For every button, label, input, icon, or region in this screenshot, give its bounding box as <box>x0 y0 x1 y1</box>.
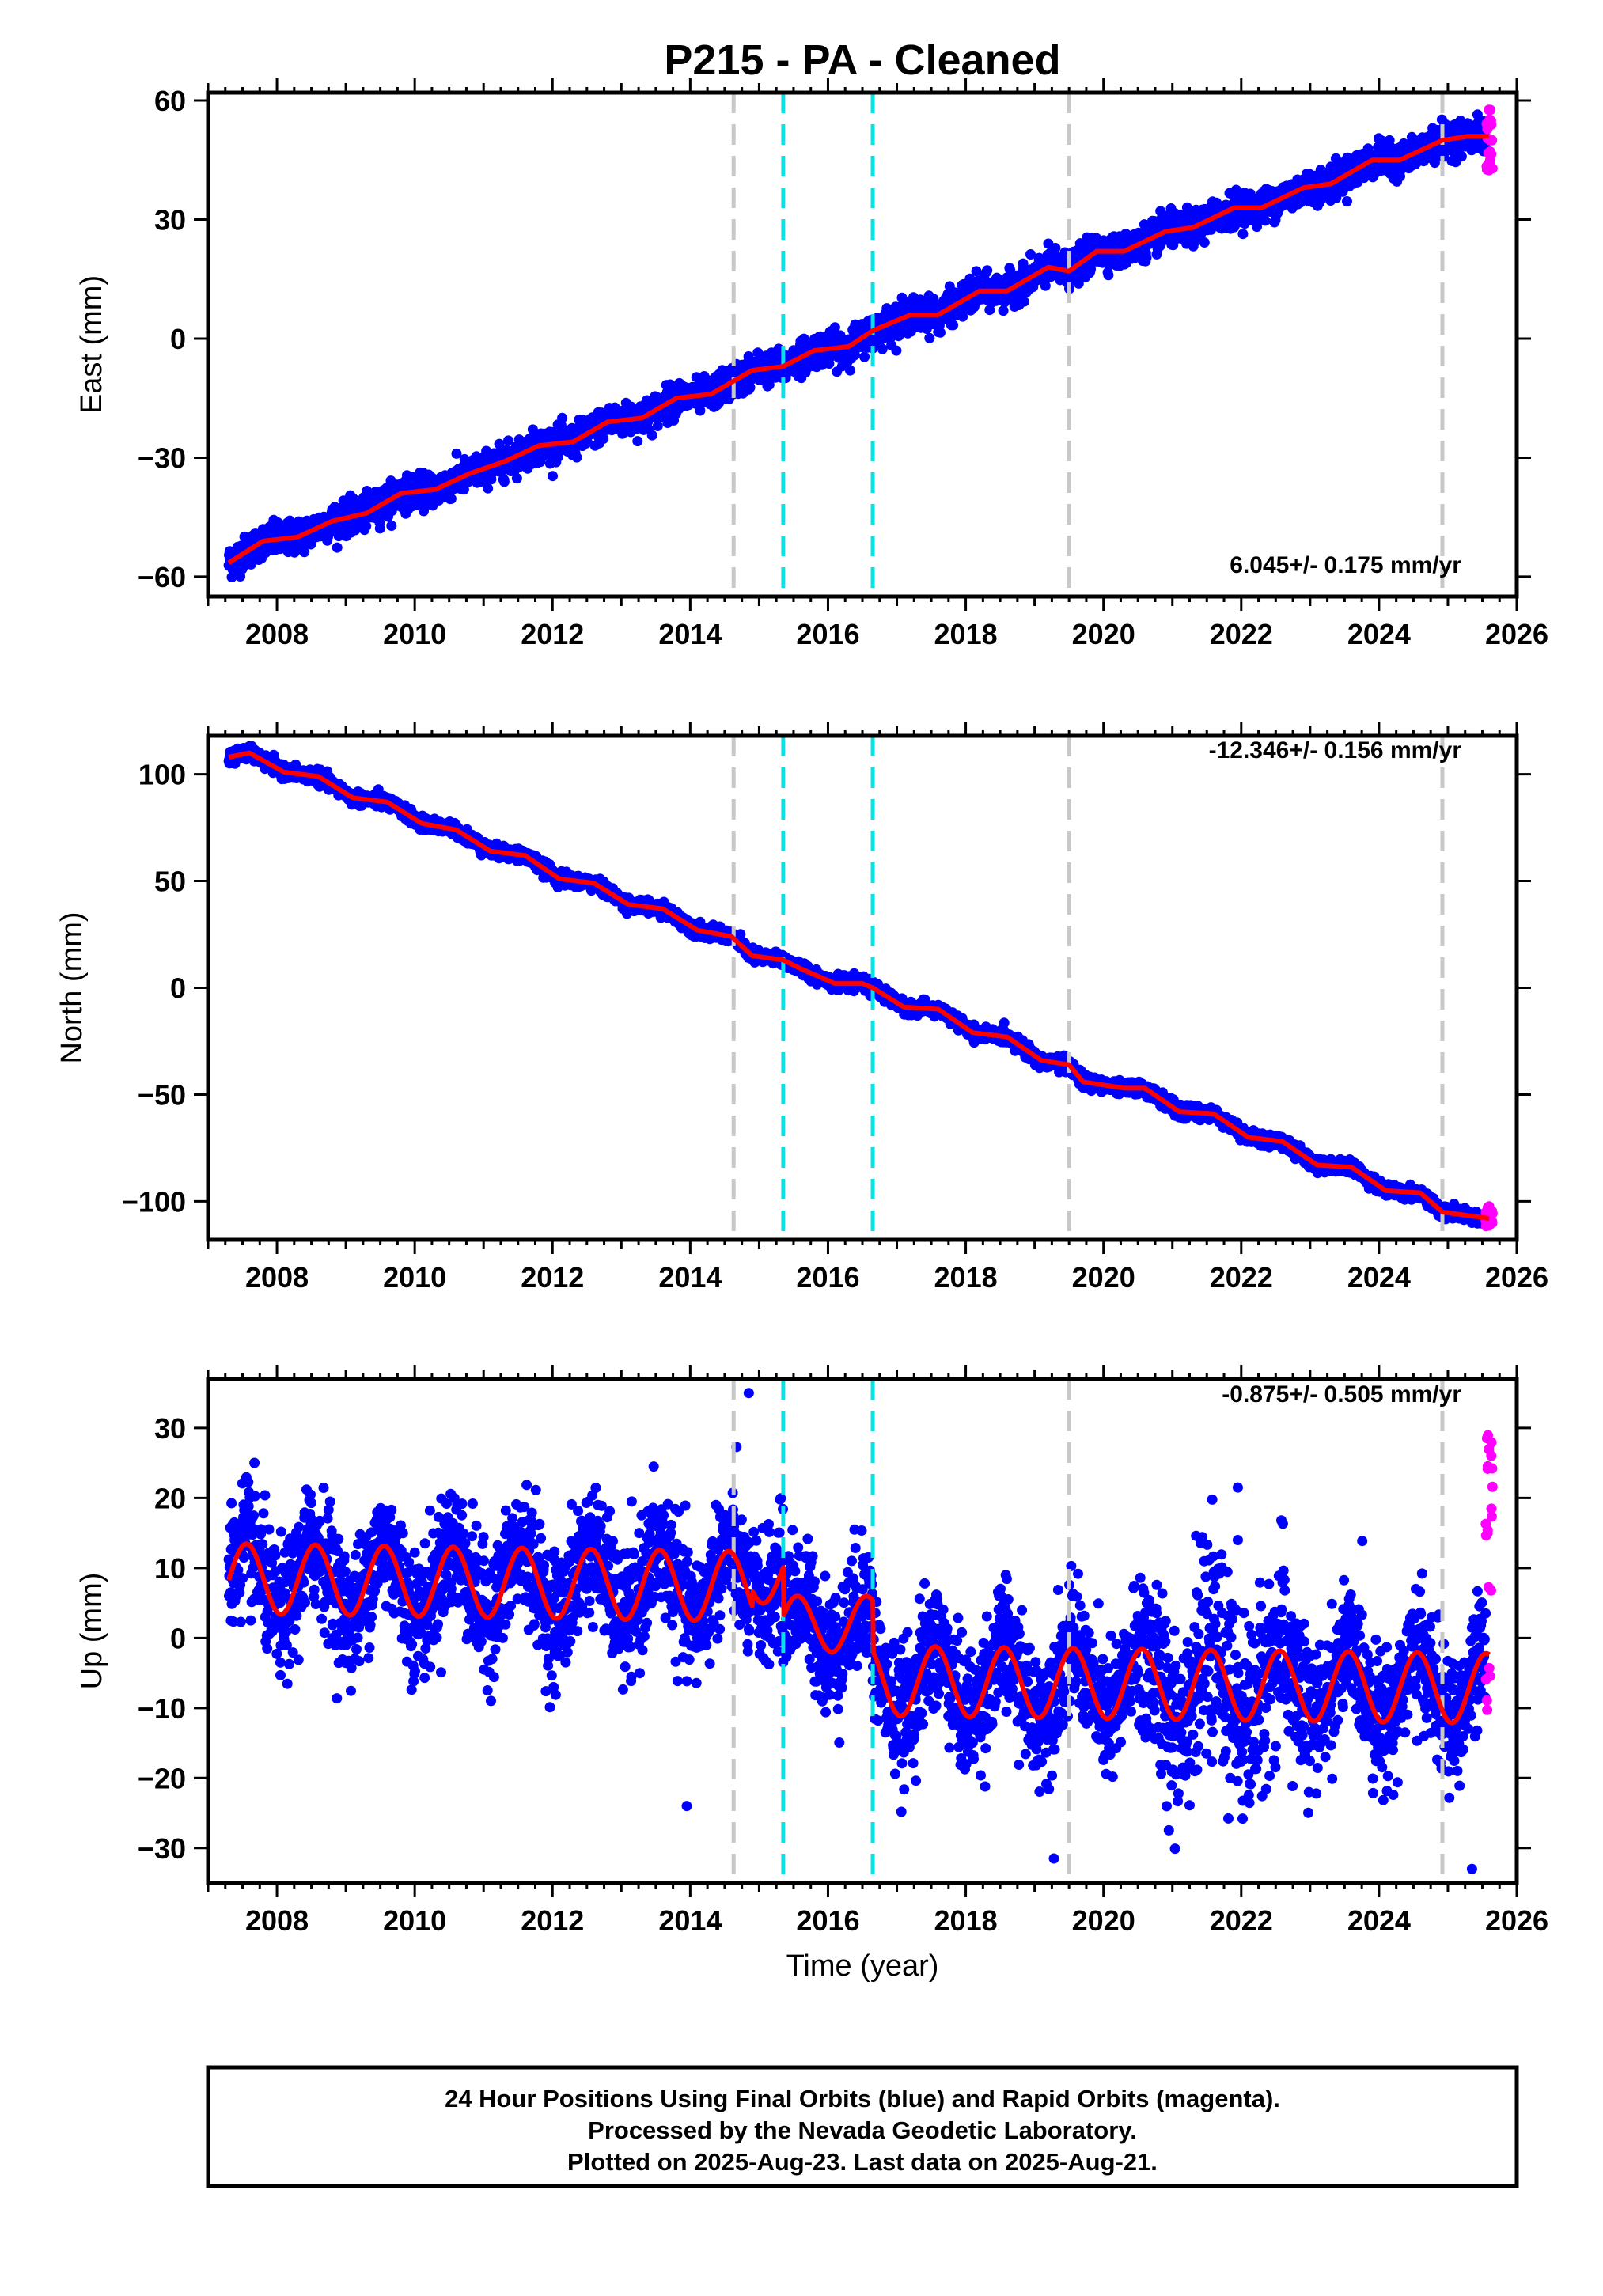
x-tick-label: 2020 <box>1072 618 1135 650</box>
data-point <box>571 452 582 463</box>
data-point <box>859 351 870 362</box>
x-tick-label: 2014 <box>658 618 722 650</box>
rapid-point <box>1485 104 1496 116</box>
data-point <box>924 332 935 343</box>
x-tick-label: 2024 <box>1347 618 1411 650</box>
data-point <box>877 343 888 354</box>
x-tick-label: 2026 <box>1485 618 1548 650</box>
data-point <box>1018 258 1029 269</box>
x-tick-label: 2022 <box>1210 618 1273 650</box>
data-point <box>695 405 706 416</box>
data-point <box>598 434 609 444</box>
data-point <box>948 320 959 331</box>
data-point <box>1086 263 1096 275</box>
data-point <box>998 305 1009 316</box>
rapid-orbit-points <box>1481 104 1498 176</box>
y-axis: 60 30 0 −30 −60 <box>138 85 1531 593</box>
chart-title: P215 - PA - Cleaned <box>664 36 1060 84</box>
data-point <box>935 327 946 338</box>
data-point <box>557 412 568 423</box>
plot-area <box>223 93 1498 597</box>
data-point <box>652 421 663 431</box>
data-point <box>764 379 775 390</box>
y-tick-label: 30 <box>154 204 186 237</box>
data-point <box>511 473 522 484</box>
rapid-point <box>1485 116 1496 127</box>
data-point <box>503 435 513 446</box>
data-point <box>374 523 385 534</box>
data-point <box>332 542 343 553</box>
data-point <box>386 521 397 531</box>
y-tick-label: 60 <box>154 85 186 117</box>
data-point <box>1155 206 1166 217</box>
y-tick-label: −60 <box>138 561 186 593</box>
data-point <box>971 266 982 277</box>
data-point <box>745 382 756 393</box>
x-tick-label: 2008 <box>245 618 309 650</box>
rapid-point <box>1481 164 1492 175</box>
data-point <box>1456 151 1467 162</box>
rapid-point <box>1484 154 1495 165</box>
x-axis: 2008 2010 2012 2014 2016 2018 2020 2022 2024 2026 <box>207 78 1548 650</box>
data-point <box>982 265 993 276</box>
data-point <box>445 493 457 504</box>
rapid-point <box>1487 135 1498 146</box>
north-panel: 2008 2010 2012 2014 2016 2018 2020 2022 2024 2026… <box>55 722 1548 1294</box>
data-point <box>1050 243 1061 253</box>
x-tick-label: 2010 <box>383 618 446 650</box>
data-point <box>1342 196 1352 206</box>
velocity-label: 6.045+/- 0.175 mm/yr <box>1230 552 1461 578</box>
data-point <box>1103 270 1114 281</box>
data-point <box>1472 109 1483 120</box>
data-point <box>646 430 657 441</box>
data-point <box>1260 215 1271 226</box>
x-tick-label: 2012 <box>521 618 584 650</box>
data-point <box>361 521 372 532</box>
data-point <box>494 438 505 449</box>
data-point <box>1073 278 1084 289</box>
data-point <box>299 547 310 558</box>
final-orbit-points <box>223 741 1491 1229</box>
data-point <box>1206 224 1216 235</box>
data-point <box>483 483 494 494</box>
east-panel: 2008 2010 2012 2014 2016 2018 2020 2022 2024 2026… <box>75 78 1548 650</box>
rapid-point <box>1484 146 1495 157</box>
data-point <box>1018 296 1029 307</box>
data-point <box>498 476 510 487</box>
x-tick-label: 2016 <box>796 618 859 650</box>
y-tick-label: −30 <box>138 441 186 474</box>
data-point <box>632 436 643 447</box>
data-point <box>548 471 558 482</box>
data-point <box>1199 237 1210 248</box>
data-point <box>1141 252 1152 263</box>
x-tick-label: 2018 <box>934 618 998 650</box>
data-point <box>1025 249 1036 260</box>
model-fit-line <box>227 134 1490 565</box>
data-point <box>451 448 462 459</box>
y-tick-label: 0 <box>170 323 186 355</box>
data-point <box>891 345 902 356</box>
plot-area <box>223 736 1498 1240</box>
data-point <box>829 322 840 333</box>
data-point <box>849 350 860 361</box>
data-point <box>1040 280 1051 291</box>
y-axis-label: East (mm) <box>75 275 108 414</box>
data-point <box>1237 229 1249 240</box>
data-point <box>845 365 855 376</box>
